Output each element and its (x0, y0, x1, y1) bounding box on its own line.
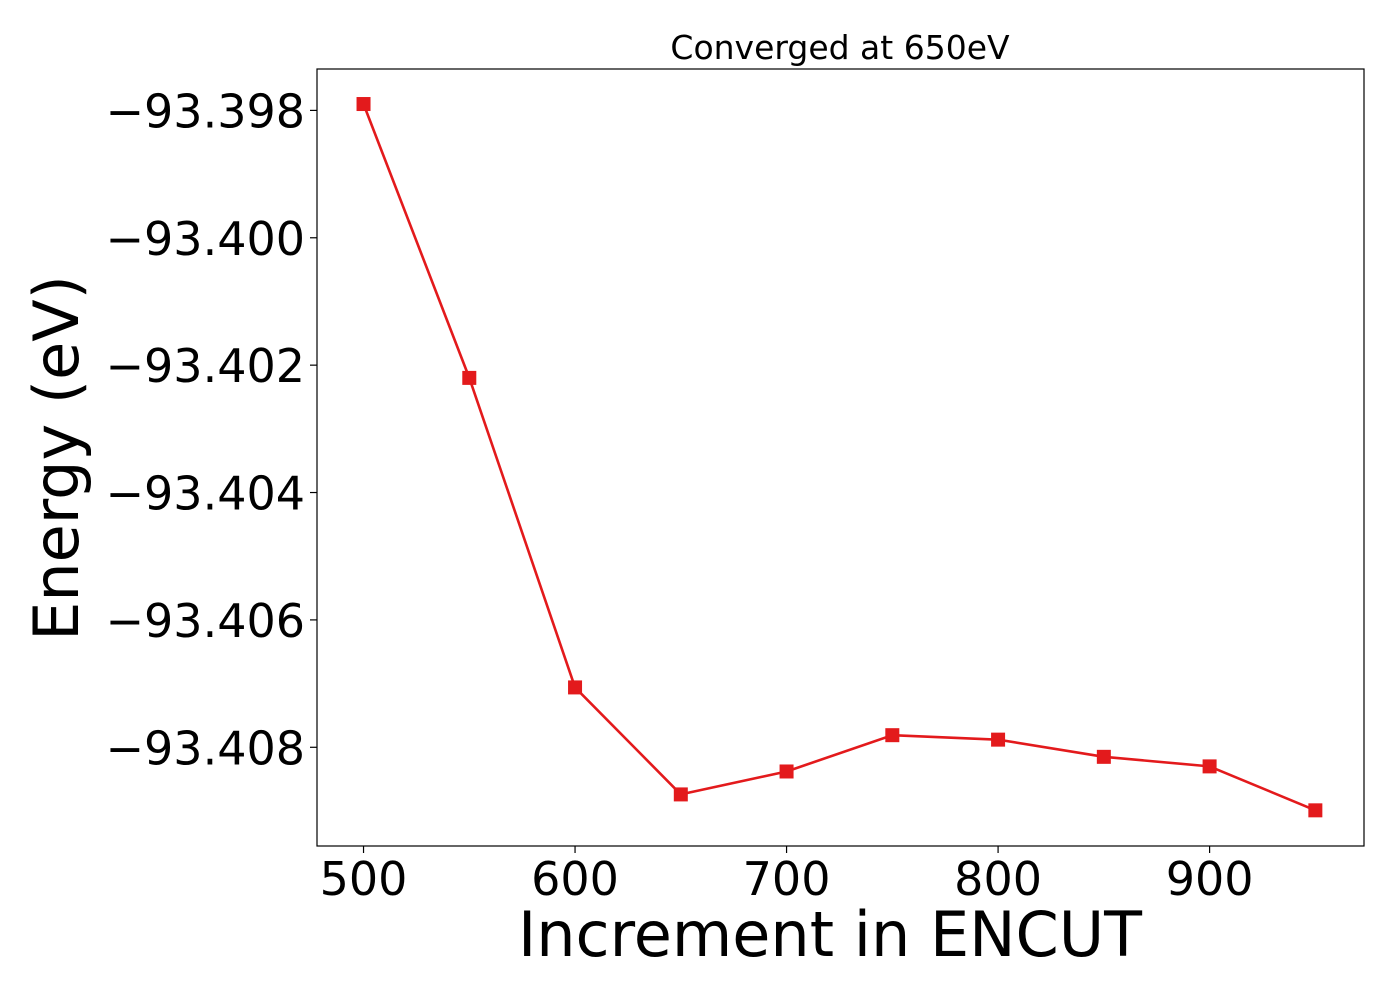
x-tick-label: 800 (954, 852, 1042, 906)
data-point-marker (568, 680, 583, 695)
data-point-marker (356, 97, 371, 112)
x-tick-label: 700 (743, 852, 831, 906)
plot-area-frame (316, 68, 1365, 847)
data-point-marker (1096, 749, 1111, 764)
data-point-marker (1202, 759, 1217, 774)
y-tick-label: −93.400 (106, 212, 306, 266)
y-tick-label: −93.398 (106, 84, 306, 138)
data-point-marker (462, 370, 477, 385)
x-tick-label: 900 (1166, 852, 1254, 906)
chart-title: Converged at 650eV (670, 28, 1010, 67)
data-point-marker (779, 764, 794, 779)
series-layer (356, 97, 1323, 818)
data-point-marker (673, 787, 688, 802)
x-axis-label: Increment in ENCUT (518, 898, 1143, 971)
y-axis-label: Energy (eV) (20, 275, 93, 641)
series-line (362, 103, 1316, 812)
data-point-marker (885, 728, 900, 743)
y-tick-label: −93.406 (106, 594, 306, 648)
y-tick-label: −93.404 (106, 467, 306, 521)
x-tick-label: 600 (531, 852, 619, 906)
data-point-marker (1308, 803, 1323, 818)
y-axis-ticks: −93.398 −93.400 −93.402 −93.404 −93.406 −93.4… (106, 84, 317, 775)
x-tick-label: 500 (320, 852, 408, 906)
data-point-marker (991, 732, 1006, 747)
y-tick-label: −93.408 (106, 721, 306, 775)
y-tick-label: −93.402 (106, 339, 306, 393)
x-axis-ticks: 500 600 700 800 900 (320, 846, 1254, 906)
